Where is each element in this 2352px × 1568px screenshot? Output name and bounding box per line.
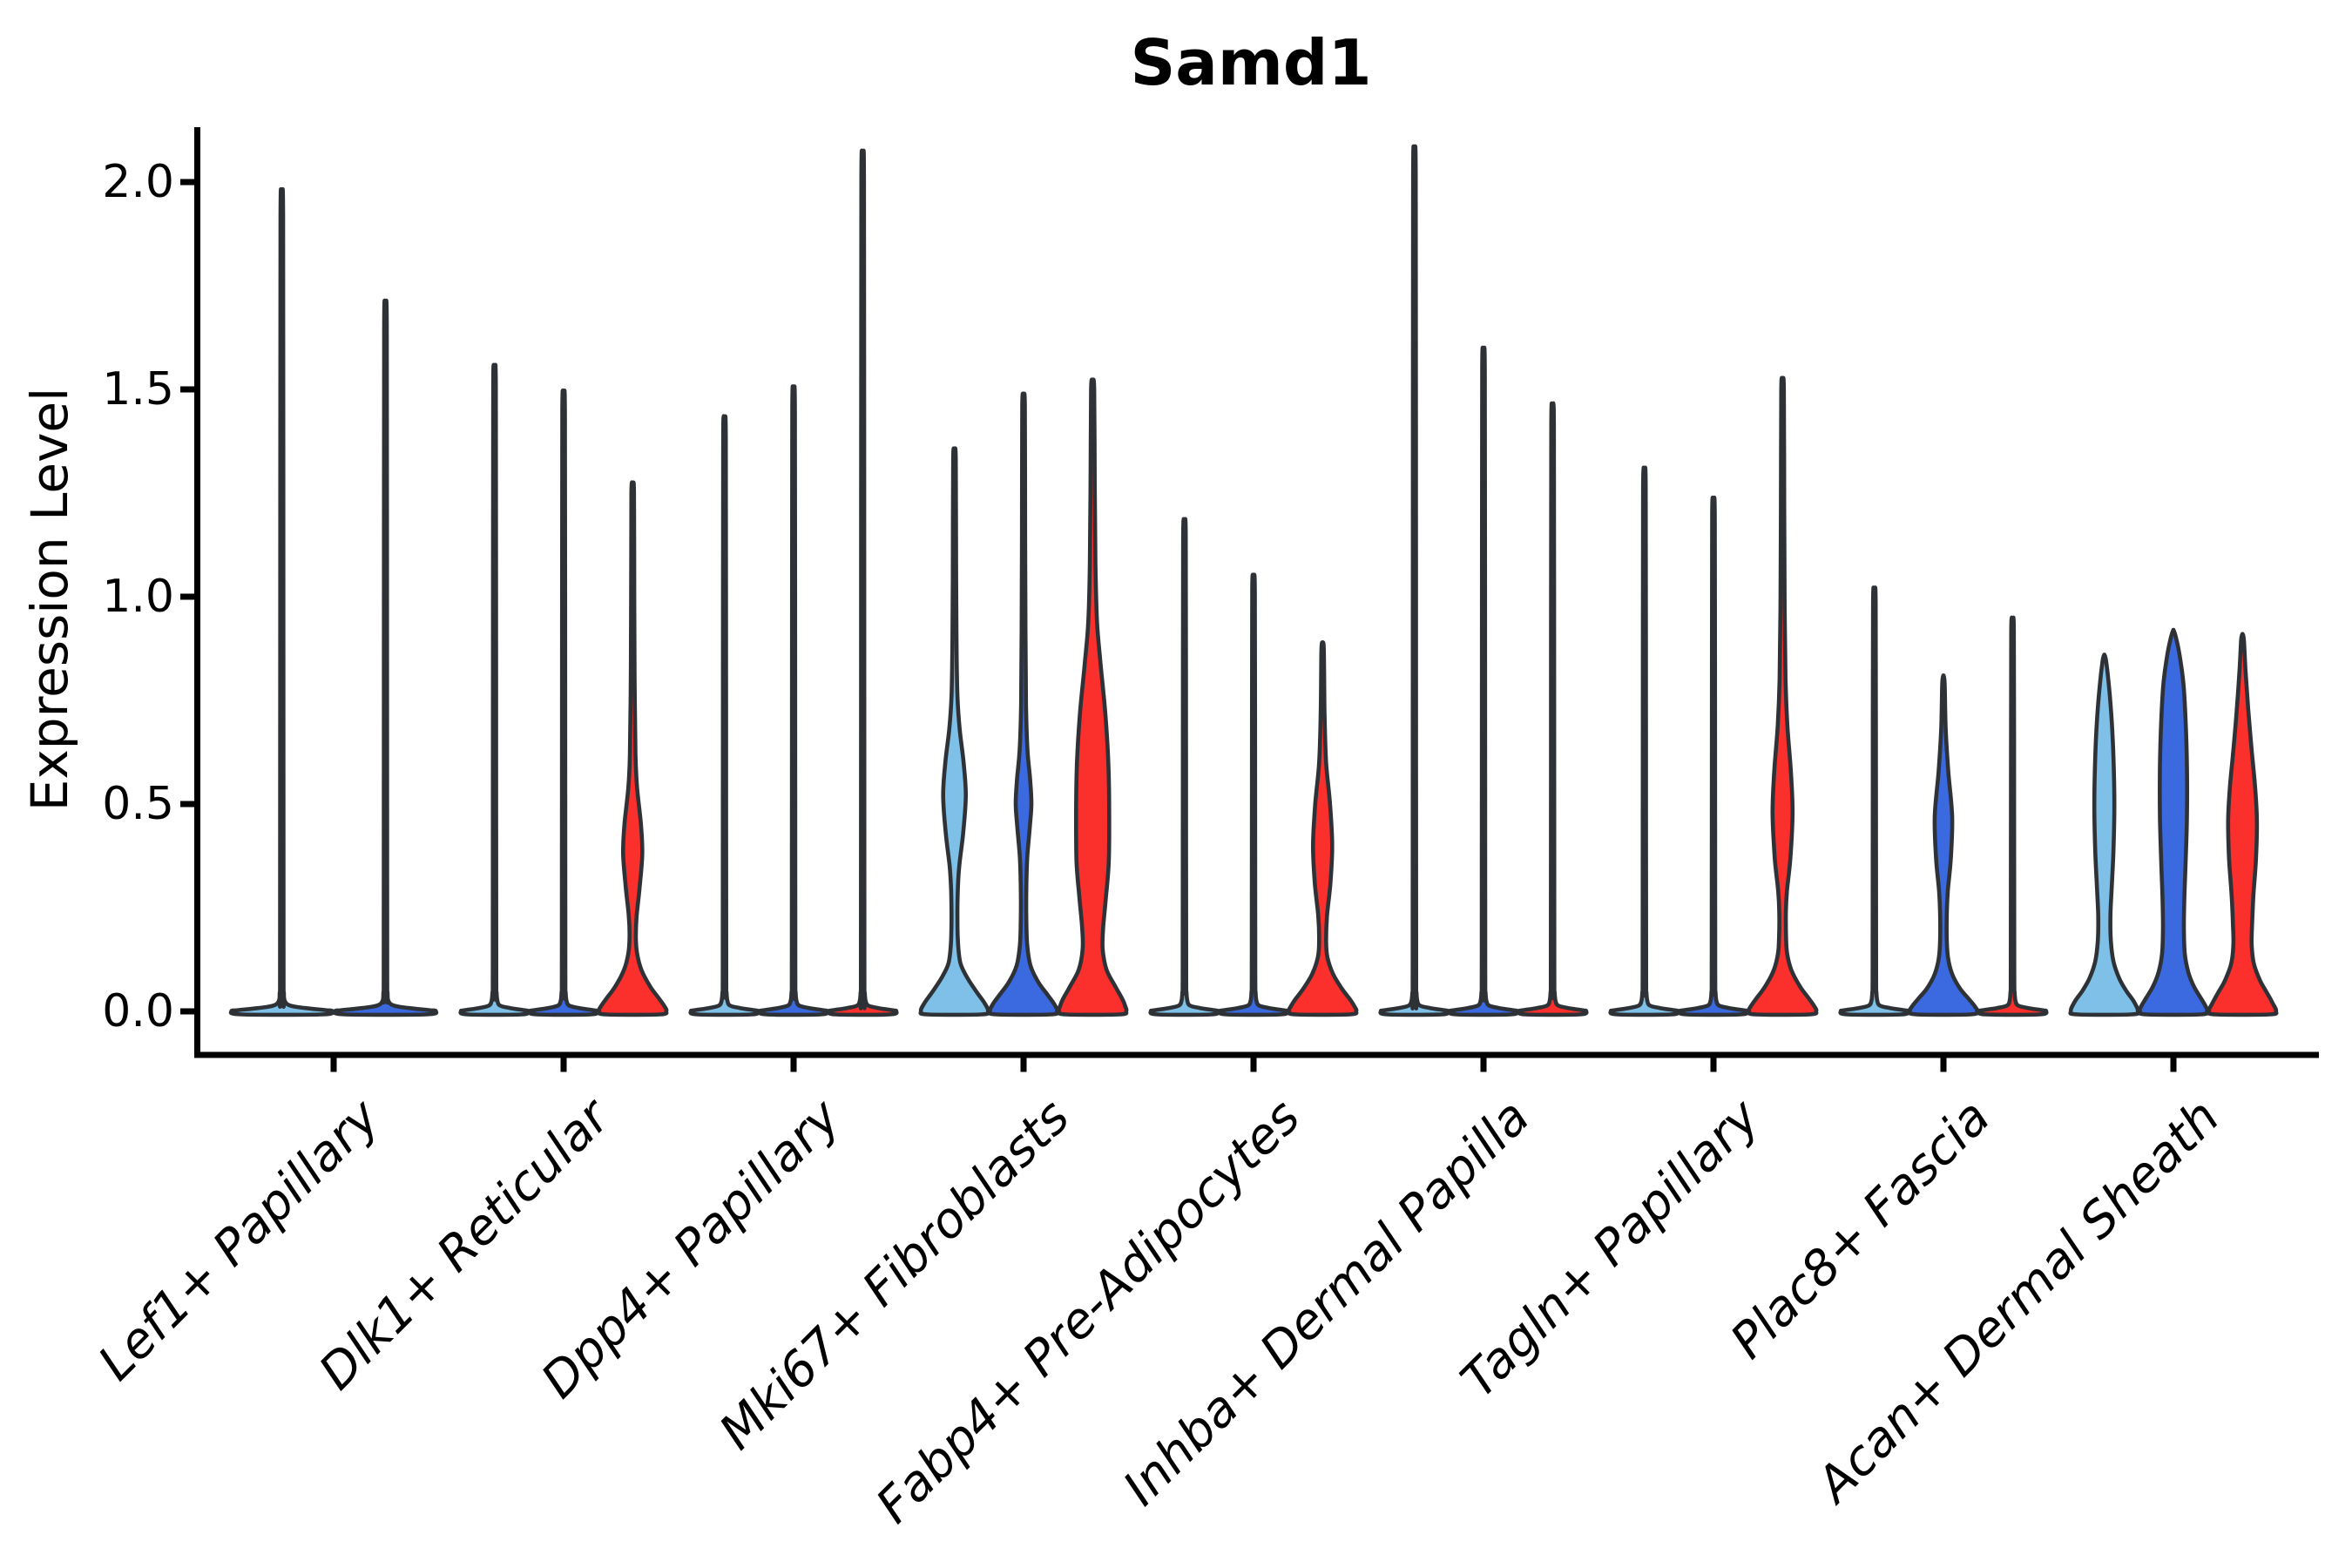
violin-acan-dermal-sheath-light-blue	[2068, 652, 2140, 1017]
y-axis-spine	[194, 127, 200, 1058]
violin-fabp4-pre-adipocytes-red	[1287, 640, 1359, 1017]
violin-mki67-fibroblasts-blue	[987, 391, 1060, 1017]
violin-dlk1-reticular-blue	[527, 389, 600, 1017]
x-tick	[2170, 1058, 2177, 1072]
x-tick	[1020, 1058, 1027, 1072]
y-tick	[180, 801, 194, 808]
violin-dpp4-papillary-light-blue	[688, 414, 760, 1017]
violin-lef1-papillary-blue	[332, 298, 439, 1017]
y-tick	[180, 179, 194, 186]
y-tick-label-1.5: 1.5	[102, 363, 174, 416]
violin-acan-dermal-sheath-blue	[2137, 627, 2210, 1017]
violin-tagln-papillary-light-blue	[1608, 465, 1680, 1017]
x-axis-spine	[194, 1051, 2319, 1058]
violin-inhba-dermal-papilla-blue	[1447, 345, 1520, 1017]
violin-mki67-fibroblasts-red	[1057, 377, 1129, 1017]
x-tick	[1250, 1058, 1257, 1072]
chart-title: Samd1	[1130, 26, 1372, 99]
violin-tagln-papillary-blue	[1677, 496, 1750, 1017]
violin-plac8-fascia-light-blue	[1838, 585, 1910, 1017]
x-tick	[1480, 1058, 1487, 1072]
x-tick	[790, 1058, 797, 1072]
y-tick-label-0.0: 0.0	[102, 985, 174, 1037]
x-tick	[1710, 1058, 1717, 1072]
y-tick-label-0.5: 0.5	[102, 778, 174, 830]
violin-acan-dermal-sheath-red	[2207, 632, 2279, 1017]
violin-dpp4-papillary-blue	[757, 384, 830, 1017]
violin-plac8-fascia-blue	[1907, 673, 1980, 1017]
y-tick-label-1.0: 1.0	[102, 571, 174, 623]
x-tick	[330, 1058, 337, 1072]
violin-inhba-dermal-papilla-light-blue	[1378, 144, 1450, 1017]
violin-dlk1-reticular-red	[597, 480, 669, 1017]
violin-tagln-papillary-red	[1747, 375, 1819, 1017]
violin-fabp4-pre-adipocytes-light-blue	[1148, 517, 1220, 1017]
violin-lef1-papillary-light-blue	[228, 186, 335, 1017]
x-tick	[1940, 1058, 1947, 1072]
y-tick-label-2.0: 2.0	[102, 156, 174, 208]
y-tick	[180, 1008, 194, 1015]
violin-inhba-dermal-papilla-red	[1517, 401, 1589, 1017]
y-tick	[180, 386, 194, 393]
x-tick	[560, 1058, 567, 1072]
violin-dlk1-reticular-light-blue	[458, 362, 531, 1017]
violin-mki67-fibroblasts-light-blue	[918, 446, 990, 1017]
violin-fabp4-pre-adipocytes-blue	[1217, 572, 1290, 1017]
violin-plac8-fascia-red	[1977, 615, 2049, 1017]
violin-dpp4-papillary-red	[827, 148, 899, 1017]
y-tick	[180, 593, 194, 600]
